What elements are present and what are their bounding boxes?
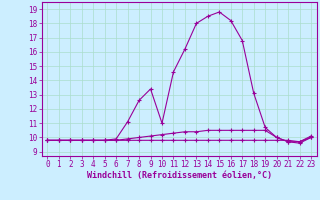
X-axis label: Windchill (Refroidissement éolien,°C): Windchill (Refroidissement éolien,°C) — [87, 171, 272, 180]
